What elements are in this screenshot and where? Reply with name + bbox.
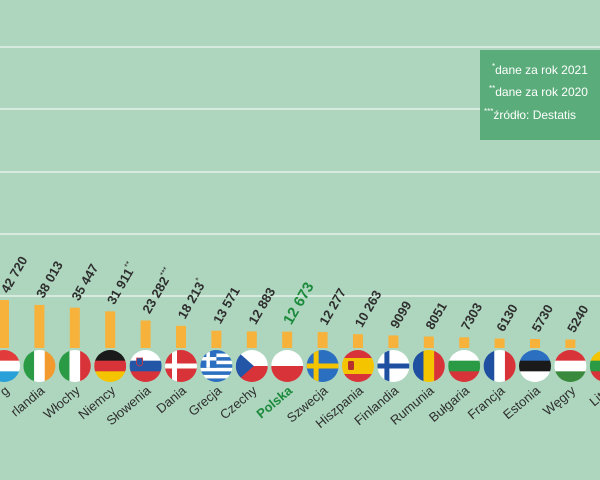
notes-box: *dane za rok 2021 **dane za rok 2020 ***… (480, 50, 600, 140)
value-label-polska: 12 673 (280, 279, 318, 327)
value-label-finlandia: 9099 (387, 298, 414, 331)
spain-flag-icon (342, 350, 374, 382)
value-label-rumunia: 8051 (422, 299, 449, 332)
note-source: ***źródło: Destatis (484, 107, 577, 122)
bar-czechy (246, 331, 257, 348)
germany-flag-icon (94, 350, 127, 382)
bar-niemcy (105, 311, 116, 348)
value-label-slowenia: 23 282*** (138, 265, 176, 316)
bar-finlandia (388, 335, 399, 348)
poland-flag-icon (271, 350, 304, 382)
value-label-wegry: 5240 (564, 302, 591, 335)
category-label-litwa: Litw (586, 382, 600, 409)
value-label-dania: 18 213* (174, 276, 209, 321)
value-label-niemcy: 31 911** (103, 260, 139, 307)
value-label-bulgaria: 7303 (458, 300, 485, 333)
hungary-flag-icon (554, 350, 587, 382)
bars (0, 300, 576, 348)
italy-flag-icon (58, 350, 91, 382)
bar-bulgaria (459, 337, 470, 348)
category-label-francja: Francja (465, 382, 508, 422)
category-label-wegry: Węgry (540, 382, 579, 418)
denmark-flag-icon (165, 350, 197, 382)
bar-irlandia (34, 304, 45, 348)
france-flag-icon (483, 350, 516, 382)
bar-slowenia (140, 320, 151, 348)
value-label-czechy: 12 883 (245, 285, 278, 327)
value-label-wlochy: 35 447 (68, 261, 101, 303)
bar-wegry (565, 339, 576, 348)
czech-flag-icon (235, 350, 268, 382)
bar-hiszpania (353, 334, 363, 348)
category-label-dania: Dania (153, 382, 189, 416)
value-label-hiszpania: 10 263 (352, 288, 385, 330)
bar-polska (282, 331, 293, 348)
category-label-estonia: Estonia (500, 382, 543, 422)
value-label-irlandia: 38 013 (33, 259, 66, 301)
category-label-luksemburg: g (0, 383, 12, 399)
bulgaria-flag-icon (448, 350, 481, 382)
category-label-czechy: Czechy (217, 382, 260, 422)
ireland-flag-icon (23, 350, 56, 382)
sweden-flag-icon (306, 350, 339, 382)
estonia-flag-icon (519, 350, 551, 382)
category-label-wlochy: Włochy (40, 382, 83, 421)
romania-flag-icon (412, 350, 445, 382)
bar-grecja (211, 330, 222, 348)
value-label-francja: 6130 (493, 301, 520, 334)
note-2021: *dane za rok 2021 (492, 62, 588, 77)
value-label-estonia: 5730 (529, 302, 556, 335)
bar-dania (176, 325, 186, 348)
slovenia-flag-icon (129, 350, 162, 382)
bar-szwecja (317, 332, 328, 348)
note-2020: **dane za rok 2020 (489, 84, 588, 99)
flags (0, 350, 600, 382)
luxembourg-flag-icon (0, 350, 20, 382)
bar-francja (494, 338, 505, 348)
bar-estonia (530, 338, 540, 348)
lithuania-flag-icon (589, 350, 600, 382)
bar-rumunia (423, 336, 434, 348)
bar-wlochy (69, 307, 80, 348)
bar-luksemburg (0, 300, 9, 348)
value-label-luksemburg: 42 720 (0, 254, 30, 296)
value-label-grecja: 13 571 (210, 284, 243, 326)
value-label-szwecja: 12 277 (316, 286, 349, 328)
finland-flag-icon (377, 350, 410, 382)
value-labels: 42 720 38 013 35 447 31 911**23 282***18 21… (0, 254, 591, 335)
category-label-bulgaria: Bułgaria (426, 382, 473, 425)
greece-flag-icon (200, 350, 233, 382)
category-label-irlandia: rlandia (8, 382, 48, 419)
